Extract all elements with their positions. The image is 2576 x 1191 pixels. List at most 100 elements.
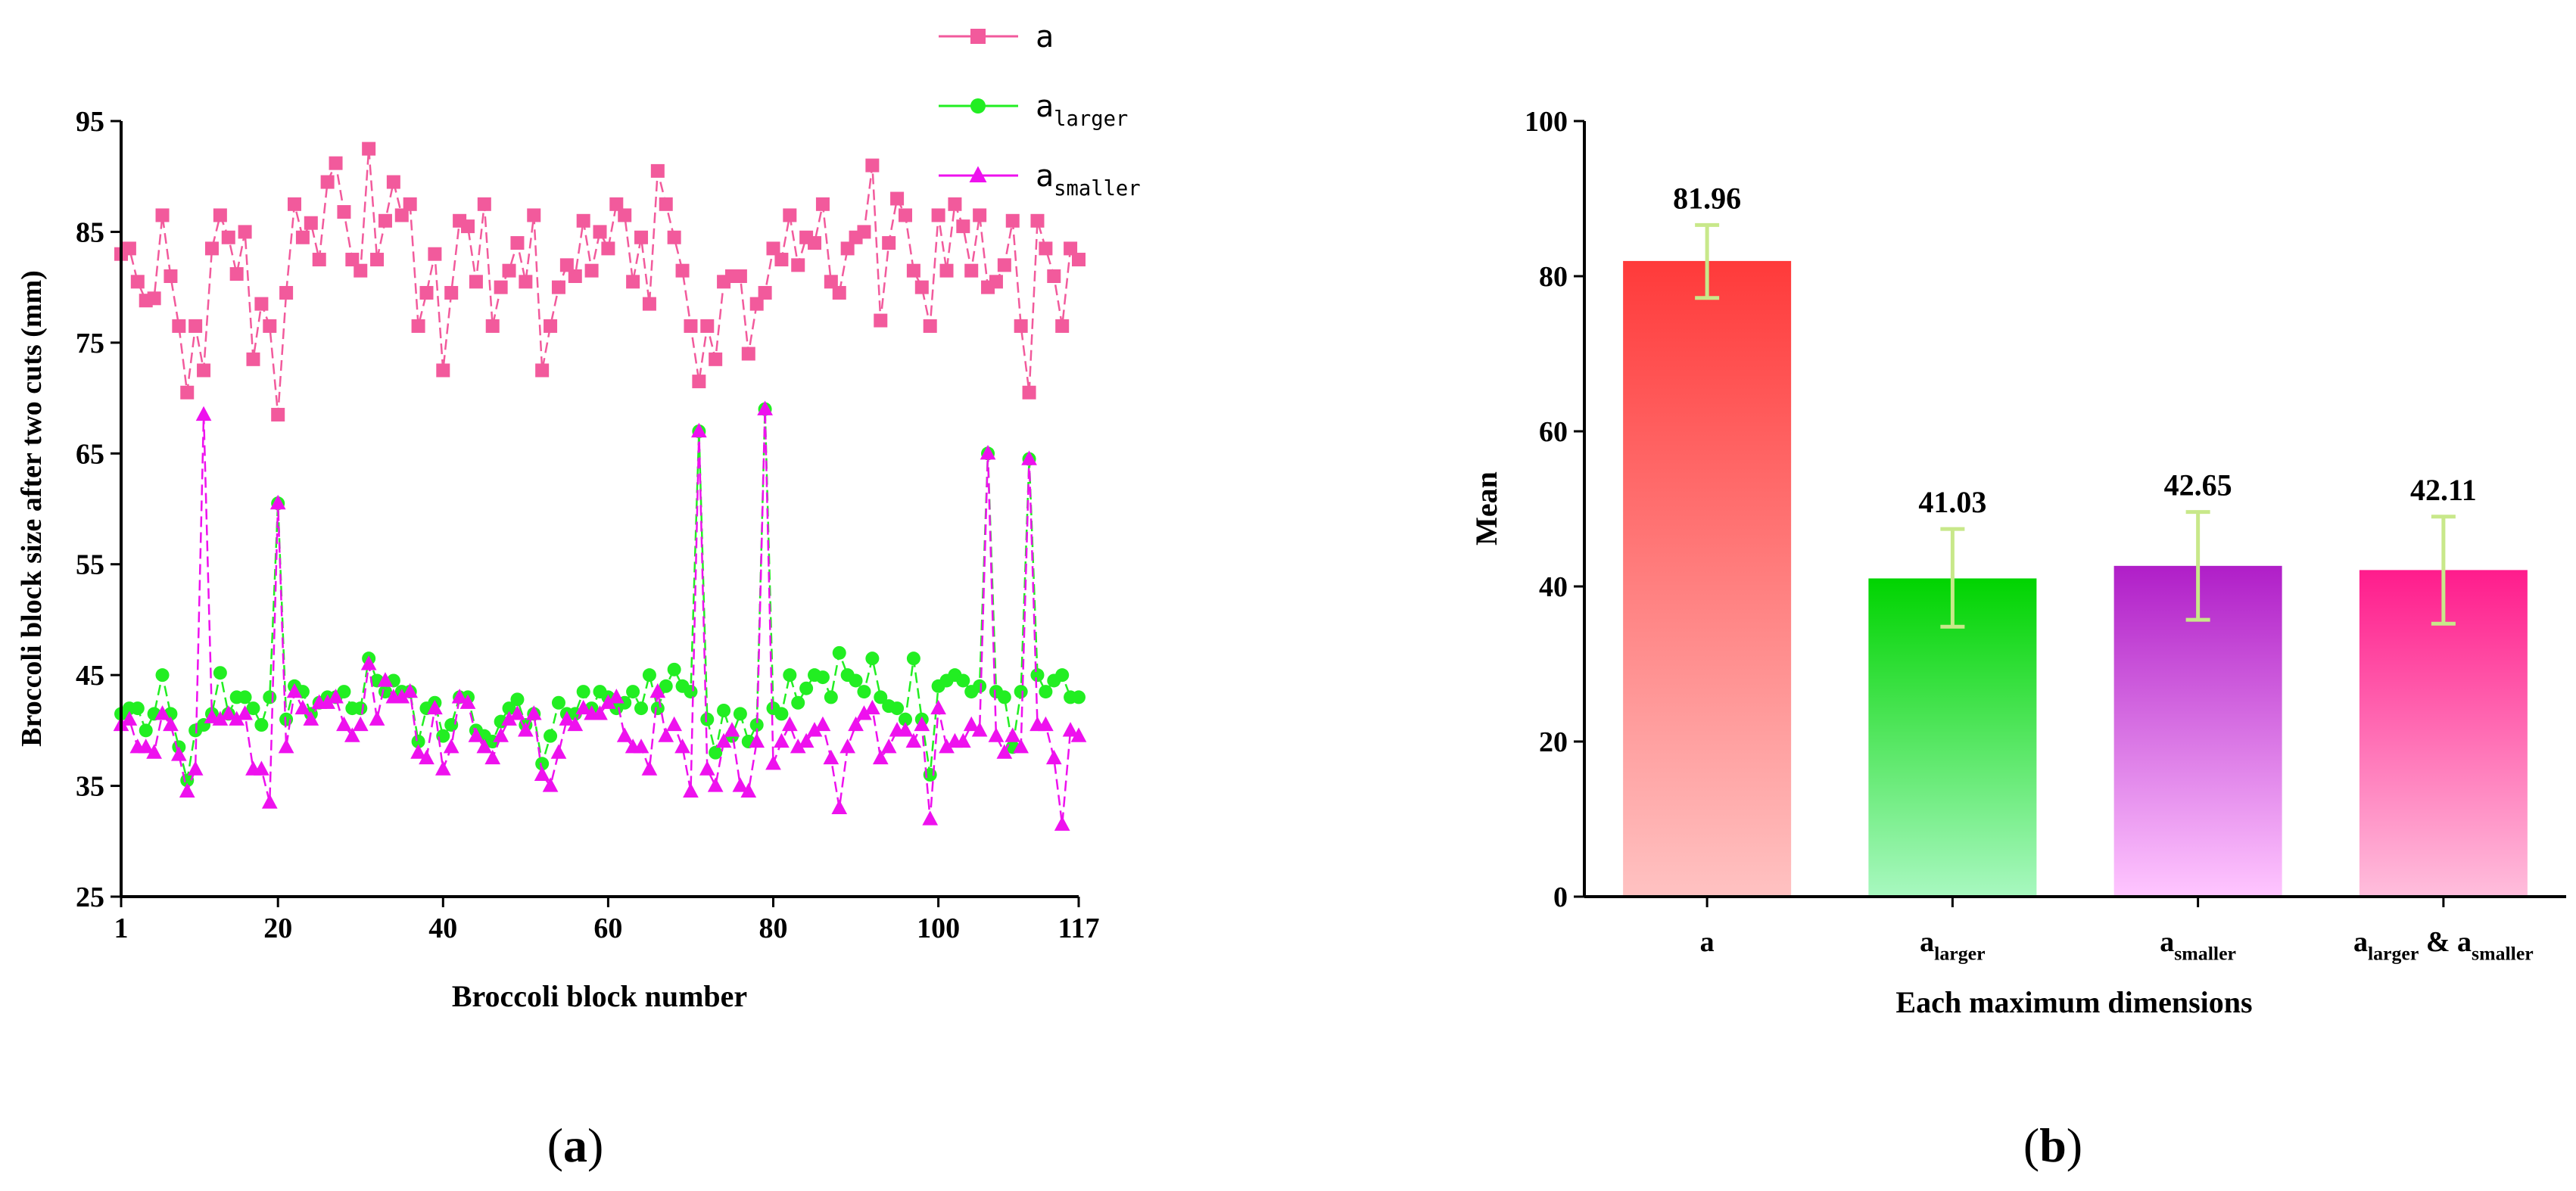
data-point bbox=[865, 158, 880, 173]
y-tick-label: 40 bbox=[1539, 571, 1568, 603]
data-point bbox=[550, 744, 567, 759]
data-point bbox=[874, 690, 888, 704]
x-tick-label: 80 bbox=[759, 913, 788, 944]
data-point bbox=[618, 208, 632, 222]
data-point bbox=[740, 782, 757, 798]
data-point bbox=[906, 651, 920, 666]
label-base: a bbox=[1920, 926, 1934, 958]
x-tick-label: 20 bbox=[263, 913, 292, 944]
data-point bbox=[806, 722, 823, 737]
bars-layer: 81.96 41.03 42.65 42.11 bbox=[1623, 181, 2528, 897]
x-category-label: a bbox=[1700, 926, 1715, 958]
ticks-b: 0 20 40 60 80 100 bbox=[1525, 106, 2445, 913]
data-point bbox=[155, 208, 170, 222]
data-point bbox=[369, 711, 385, 726]
data-point bbox=[542, 777, 559, 792]
data-point bbox=[510, 236, 525, 250]
data-point bbox=[559, 711, 575, 726]
data-point bbox=[733, 707, 747, 721]
data-point bbox=[410, 744, 426, 759]
data-point bbox=[360, 655, 377, 670]
y-tick-label: 95 bbox=[76, 106, 104, 138]
data-point bbox=[1039, 241, 1053, 256]
data-point bbox=[593, 225, 607, 239]
data-point bbox=[684, 685, 698, 699]
data-point bbox=[170, 746, 187, 761]
data-point bbox=[468, 727, 484, 742]
series-a-larger bbox=[114, 402, 1086, 788]
data-point bbox=[626, 685, 640, 699]
data-point bbox=[659, 679, 673, 693]
data-point bbox=[808, 236, 822, 250]
data-point bbox=[254, 760, 269, 776]
bar-a bbox=[1623, 260, 1792, 897]
data-point bbox=[997, 258, 1011, 272]
x-tick-label: 60 bbox=[593, 913, 622, 944]
data-point bbox=[700, 319, 715, 333]
data-point bbox=[857, 225, 871, 239]
bar-value-label: 42.65 bbox=[2164, 468, 2232, 502]
data-point bbox=[419, 285, 434, 300]
data-point bbox=[139, 723, 153, 738]
data-point bbox=[749, 718, 764, 732]
data-point bbox=[715, 732, 732, 748]
data-point bbox=[707, 777, 724, 792]
data-point bbox=[1013, 739, 1029, 754]
error-bar bbox=[2431, 515, 2456, 626]
data-point bbox=[213, 208, 227, 222]
x-tick-label: 1 bbox=[114, 913, 129, 944]
series-layer bbox=[113, 141, 1087, 831]
data-point bbox=[766, 241, 780, 256]
data-point bbox=[336, 716, 352, 732]
data-point bbox=[172, 319, 186, 333]
x-tick-label: 117 bbox=[1058, 913, 1100, 944]
data-point bbox=[312, 253, 326, 267]
data-point bbox=[362, 141, 376, 156]
series-a-smaller bbox=[113, 400, 1087, 831]
x-tick-label: 100 bbox=[917, 913, 960, 944]
data-point bbox=[435, 760, 451, 776]
data-point bbox=[674, 739, 690, 754]
data-point bbox=[238, 690, 252, 704]
data-point bbox=[717, 704, 731, 717]
data-point bbox=[922, 810, 939, 826]
data-point bbox=[344, 727, 360, 742]
data-point bbox=[1039, 685, 1053, 699]
data-point bbox=[187, 760, 204, 776]
data-point bbox=[576, 213, 590, 228]
data-point bbox=[329, 156, 343, 170]
label-subscript: larger bbox=[1054, 107, 1128, 131]
data-point bbox=[509, 705, 525, 720]
y-tick-label: 55 bbox=[76, 549, 104, 581]
data-point bbox=[436, 363, 450, 378]
data-point bbox=[973, 679, 987, 693]
data-point bbox=[147, 291, 161, 306]
label-joiner: & bbox=[2419, 926, 2457, 958]
data-point bbox=[484, 749, 501, 765]
y-tick-label: 60 bbox=[1539, 416, 1568, 448]
data-point bbox=[890, 701, 905, 716]
data-point bbox=[544, 729, 558, 743]
data-point bbox=[212, 711, 229, 726]
data-point bbox=[1005, 727, 1021, 742]
x-category-label: alarger & asmaller bbox=[2353, 926, 2534, 964]
data-point bbox=[229, 267, 244, 281]
data-point bbox=[709, 745, 723, 760]
data-point bbox=[956, 673, 970, 688]
data-point bbox=[608, 689, 625, 704]
data-point bbox=[263, 319, 277, 333]
data-point bbox=[402, 683, 419, 698]
data-point bbox=[180, 385, 195, 400]
data-point bbox=[848, 716, 864, 732]
data-point bbox=[1045, 749, 1062, 765]
y-tick-label: 45 bbox=[76, 660, 104, 692]
data-point bbox=[600, 694, 616, 709]
x-category-label: asmaller bbox=[2160, 926, 2236, 964]
data-point bbox=[535, 757, 550, 771]
label-base: a bbox=[1036, 20, 1054, 54]
data-point bbox=[179, 782, 195, 798]
y-axis-title: Broccoli block size after two cuts (mm) bbox=[16, 270, 48, 747]
data-point bbox=[304, 216, 318, 230]
data-point bbox=[394, 689, 410, 704]
bar-value-label: 42.11 bbox=[2410, 473, 2477, 507]
